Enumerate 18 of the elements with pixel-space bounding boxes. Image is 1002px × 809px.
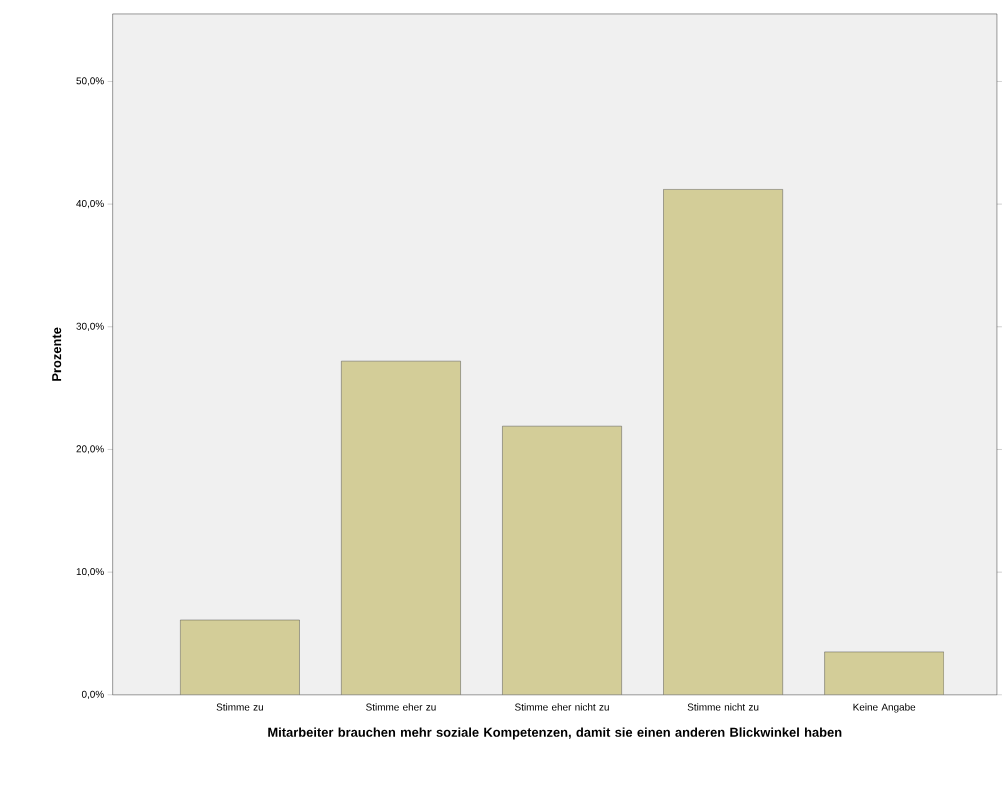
bar [502,425,622,695]
bar [824,651,944,695]
y-tick-label: 40,0% [76,199,104,208]
x-tick-label: Keine Angabe [853,703,916,713]
y-tick-label: 10,0% [76,567,104,577]
bar [180,619,300,695]
y-tick-label: 20,0% [76,445,104,454]
bar [341,360,461,695]
x-tick-label: Stimme nicht zu [687,703,759,711]
y-tick-label: 0,0% [81,690,104,699]
x-tick-label: Stimme eher zu [366,703,436,711]
y-tick-label: 30,0% [76,322,104,331]
bar [663,188,783,695]
y-tick-label: 50,0% [76,77,104,86]
y-axis-title: Prozente [52,327,62,381]
x-tick-label: Stimme eher nicht zu [515,703,609,711]
x-axis-title: Mitarbeiter brauchen mehr soziale Kompetenzen, damit sie einen anderen Blickwinkel haben [268,727,842,740]
x-tick-label: Stimme zu [216,703,263,711]
